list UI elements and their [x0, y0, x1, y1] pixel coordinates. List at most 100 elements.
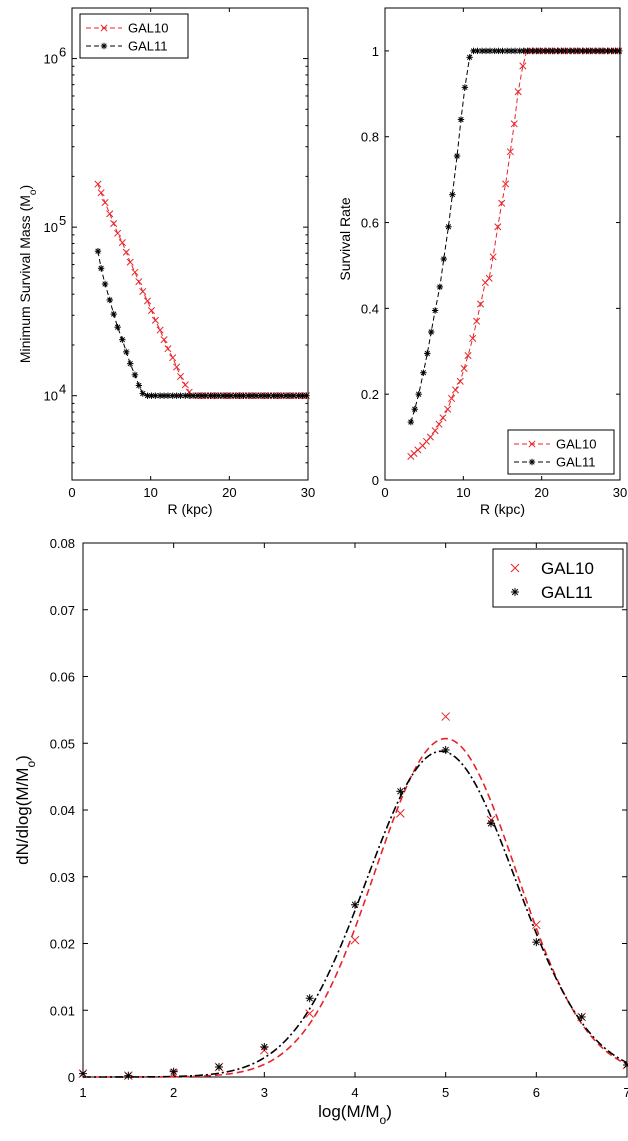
x-axis-label: R (kpc)	[167, 501, 212, 517]
data-point-GAL10	[489, 253, 497, 261]
legend: GAL10 GAL11	[492, 548, 624, 608]
marker-stroke	[462, 84, 468, 91]
marker-stroke	[207, 393, 214, 399]
data-point-GAL11	[441, 745, 450, 754]
x-axis-label: log(M/Mo)	[318, 1102, 392, 1127]
data-point-GAL11	[453, 152, 461, 160]
y-tick-label: 0	[372, 473, 379, 488]
marker-stroke	[512, 48, 518, 54]
data-point-GAL11	[511, 47, 519, 55]
data-point-GAL10	[448, 394, 456, 403]
marker-stroke	[114, 324, 121, 330]
data-point-GAL10	[173, 363, 181, 371]
marker-stroke	[306, 995, 313, 1002]
data-point-GAL11	[169, 392, 176, 399]
y-tick-label: 0.4	[361, 301, 379, 316]
marker-stroke	[546, 48, 552, 54]
marker-stroke	[186, 393, 192, 399]
x-tick-label: 0	[381, 485, 388, 500]
data-point-GAL11	[286, 392, 294, 399]
plot-frame	[384, 7, 621, 481]
marker-stroke	[583, 48, 589, 54]
marker-stroke	[220, 393, 226, 399]
legend-marker	[528, 458, 536, 466]
legend-box	[79, 13, 189, 59]
data-point-GAL10	[441, 712, 451, 721]
marker-stroke	[499, 48, 506, 54]
data-point-GAL10	[169, 354, 177, 362]
survival-rate-chart: 0 10 20 30 0 0.2 0.4 0.6 0.8 1 R (kpc) Survival Rat…	[337, 7, 627, 517]
data-point-GAL11	[420, 369, 427, 376]
marker-stroke	[479, 48, 485, 54]
x-tick-label: 20	[534, 485, 548, 500]
data-point-GAL11	[623, 1060, 628, 1069]
marker-stroke	[558, 48, 564, 54]
y-tick-label: 10	[44, 52, 58, 67]
marker-stroke	[262, 393, 268, 399]
marker-stroke	[426, 433, 434, 441]
data-point-GAL10	[439, 414, 447, 422]
legend-label: GAL10	[556, 437, 596, 452]
data-point-GAL10	[106, 210, 114, 218]
marker-stroke	[173, 363, 181, 371]
data-point-GAL11	[260, 1042, 269, 1051]
data-point-GAL11	[415, 390, 422, 398]
marker-stroke	[169, 354, 177, 362]
marker-stroke	[554, 48, 560, 54]
data-point-GAL10	[181, 381, 189, 389]
legend-label: GAL11	[556, 455, 596, 470]
data-point-GAL10	[485, 274, 493, 282]
data-point-GAL10	[126, 258, 134, 266]
data-point-GAL11	[457, 116, 465, 123]
marker-stroke	[173, 393, 180, 399]
marker-stroke	[177, 372, 185, 381]
marker-stroke	[511, 588, 519, 596]
data-point-GAL11	[152, 392, 159, 399]
marker-stroke	[98, 265, 104, 271]
marker-stroke	[240, 393, 247, 399]
marker-stroke	[608, 48, 615, 54]
data-point-GAL11	[169, 1067, 178, 1076]
marker-stroke	[549, 48, 556, 54]
marker-stroke	[261, 1043, 268, 1051]
data-point-GAL10	[122, 248, 130, 256]
marker-stroke	[102, 281, 108, 287]
data-point-GAL11	[428, 328, 435, 336]
marker-stroke	[395, 808, 405, 818]
data-point-GAL10	[131, 268, 139, 276]
data-point-GAL10	[160, 336, 168, 344]
data-point-GAL11	[131, 371, 139, 379]
marker-stroke	[474, 48, 481, 54]
data-point-GAL11	[407, 418, 415, 426]
data-point-GAL10	[156, 326, 164, 334]
marker-stroke	[249, 393, 255, 399]
data-point-GAL11	[616, 47, 623, 55]
marker-stroke	[305, 1009, 315, 1018]
data-point-GAL10	[469, 334, 477, 342]
legend-marker	[100, 24, 108, 32]
marker-stroke	[495, 48, 502, 54]
marker-stroke	[299, 393, 306, 399]
data-point-GAL11	[186, 392, 193, 399]
legend-label: GAL11	[541, 583, 593, 602]
x-tick-label: 10	[143, 485, 157, 500]
data-point-GAL11	[449, 191, 456, 198]
marker-stroke	[215, 1063, 223, 1071]
data-point-GAL10	[451, 386, 460, 394]
data-point-GAL10	[435, 420, 443, 428]
data-point-GAL10	[118, 239, 126, 247]
data-point-GAL11	[135, 382, 143, 389]
data-point-GAL10	[426, 433, 434, 441]
marker-stroke	[456, 377, 464, 385]
marker-stroke	[508, 48, 514, 54]
data-point-GAL11	[445, 223, 452, 231]
marker-stroke	[492, 48, 498, 54]
fit-curve-GAL11	[82, 750, 628, 1078]
data-point-GAL10	[395, 808, 405, 818]
marker-stroke	[232, 393, 239, 399]
marker-stroke	[156, 326, 164, 334]
x-tick-label: 7	[623, 1085, 628, 1100]
legend-box	[507, 429, 615, 475]
data-point-GAL10	[506, 148, 514, 156]
marker-stroke	[203, 393, 209, 399]
